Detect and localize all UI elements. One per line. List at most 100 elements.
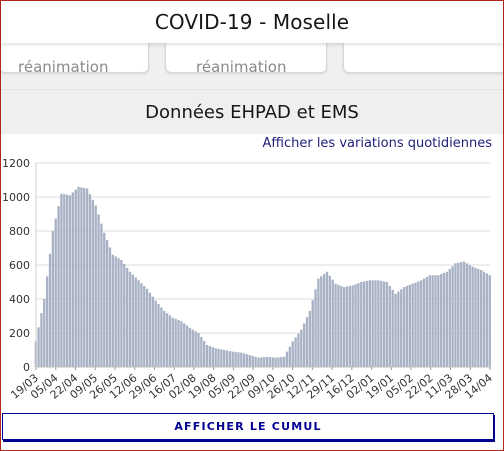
top-bar: COVID-19 - Moselle bbox=[1, 1, 503, 43]
bar-interpolated bbox=[80, 187, 83, 367]
indicator-card-2[interactable]: réanimation bbox=[165, 43, 327, 73]
bar-interpolated bbox=[40, 313, 43, 367]
bar-interpolated bbox=[374, 280, 377, 367]
bar-14-02 bbox=[420, 280, 423, 367]
bar-interpolated bbox=[408, 284, 411, 367]
bar-interpolated bbox=[211, 347, 214, 367]
bar-07-07 bbox=[180, 321, 183, 367]
bar-interpolated bbox=[108, 247, 112, 367]
chart-bars bbox=[34, 186, 491, 367]
bar-05-02 bbox=[411, 283, 414, 367]
bar-18-04 bbox=[77, 186, 80, 367]
bar-interpolated bbox=[391, 289, 394, 367]
bar-interpolated bbox=[63, 194, 66, 367]
bar-29-11 bbox=[342, 287, 346, 367]
bar-interpolated bbox=[168, 315, 172, 367]
bar-09-10 bbox=[274, 357, 277, 367]
bar-interpolated bbox=[457, 262, 460, 367]
bar-interpolated bbox=[105, 240, 109, 367]
bar-interpolated bbox=[217, 348, 220, 367]
daily-variations-link[interactable]: Afficher les variations quotidiennes bbox=[262, 136, 493, 151]
bar-04-05 bbox=[103, 232, 106, 367]
bar-interpolated bbox=[340, 285, 343, 367]
bar-20-06 bbox=[163, 310, 166, 367]
bar-interpolated bbox=[405, 285, 409, 367]
bar-interpolated bbox=[88, 194, 92, 367]
bar-interpolated bbox=[37, 327, 40, 367]
bar-interpolated bbox=[354, 284, 357, 367]
bar-interpolated bbox=[97, 214, 100, 367]
bar-interpolated bbox=[243, 353, 246, 367]
section-header: Données EHPAD et EMS bbox=[1, 89, 503, 134]
bar-interpolated bbox=[234, 351, 237, 367]
bar-16-05 bbox=[120, 259, 123, 367]
bar-interpolated bbox=[225, 350, 229, 367]
bar-interpolated bbox=[477, 268, 480, 367]
bar-interpolated bbox=[297, 333, 300, 367]
bar-interpolated bbox=[417, 281, 420, 367]
bar-interpolated bbox=[348, 285, 351, 367]
bar-interpolated bbox=[208, 346, 212, 367]
bar-interpolated bbox=[148, 292, 152, 367]
bar-12-04 bbox=[68, 195, 72, 367]
indicator-card-3[interactable] bbox=[343, 43, 503, 73]
y-tick-label: 0 bbox=[23, 361, 30, 374]
bar-interpolated bbox=[251, 355, 254, 367]
bar-interpolated bbox=[422, 278, 426, 367]
bar-interpolated bbox=[448, 268, 451, 367]
bar-16-12 bbox=[360, 282, 363, 367]
bar-interpolated bbox=[228, 351, 232, 367]
bar-12-11 bbox=[325, 271, 329, 367]
bar-interpolated bbox=[320, 276, 323, 367]
bar-interpolated bbox=[485, 273, 489, 367]
bar-interpolated bbox=[345, 286, 349, 367]
bar-interpolated bbox=[311, 300, 314, 367]
bar-interpolated bbox=[482, 271, 486, 367]
bar-16-10 bbox=[282, 356, 286, 367]
bar-interpolated bbox=[474, 267, 477, 367]
bar-24-07 bbox=[197, 333, 200, 367]
bar-22-05 bbox=[128, 271, 132, 367]
bar-interpolated bbox=[431, 275, 434, 367]
bar-interpolated bbox=[91, 199, 95, 367]
bar-09-05 bbox=[111, 254, 115, 367]
bar-02-08 bbox=[205, 344, 209, 367]
bar-16-07 bbox=[188, 327, 192, 367]
show-cumulative-button[interactable]: AFFICHER LE CUMUL bbox=[2, 413, 494, 440]
bar-interpolated bbox=[365, 280, 369, 367]
bar-interpolated bbox=[131, 274, 134, 367]
bar-interpolated bbox=[314, 289, 317, 367]
bar-interpolated bbox=[451, 266, 454, 367]
bar-interpolated bbox=[460, 262, 463, 367]
bar-22-04 bbox=[488, 275, 491, 367]
bar-interpolated bbox=[337, 284, 340, 367]
bar-interpolated bbox=[165, 313, 169, 367]
bar-interpolated bbox=[125, 267, 129, 367]
bar-interpolated bbox=[254, 356, 257, 367]
bar-interpolated bbox=[174, 318, 177, 367]
bar-26-03 bbox=[43, 299, 46, 367]
bar-06-04 bbox=[471, 266, 474, 367]
bar-interpolated bbox=[151, 296, 154, 367]
bar-interpolated bbox=[134, 277, 137, 367]
bar-interpolated bbox=[400, 289, 403, 367]
bar-interpolated bbox=[123, 263, 126, 367]
bar-interpolated bbox=[328, 275, 332, 367]
bar-interpolated bbox=[294, 337, 297, 367]
bar-interpolated bbox=[280, 357, 283, 367]
indicator-card-1-label: réanimation bbox=[18, 58, 109, 73]
bar-11-03 bbox=[445, 271, 449, 367]
bar-interpolated bbox=[331, 279, 334, 367]
bar-interpolated bbox=[157, 304, 160, 367]
bar-interpolated bbox=[414, 282, 417, 367]
y-tick-label: 400 bbox=[9, 293, 30, 306]
indicator-card-1[interactable]: réanimation bbox=[1, 43, 149, 73]
bar-interpolated bbox=[57, 206, 60, 367]
bar-interpolated bbox=[237, 352, 240, 367]
bar-27-08 bbox=[231, 351, 234, 367]
bar-29-06 bbox=[171, 317, 174, 367]
bar-interpolated bbox=[83, 187, 86, 367]
bar-10-08 bbox=[214, 348, 217, 367]
bar-23-12 bbox=[368, 280, 371, 367]
bar-07-12 bbox=[351, 285, 354, 367]
